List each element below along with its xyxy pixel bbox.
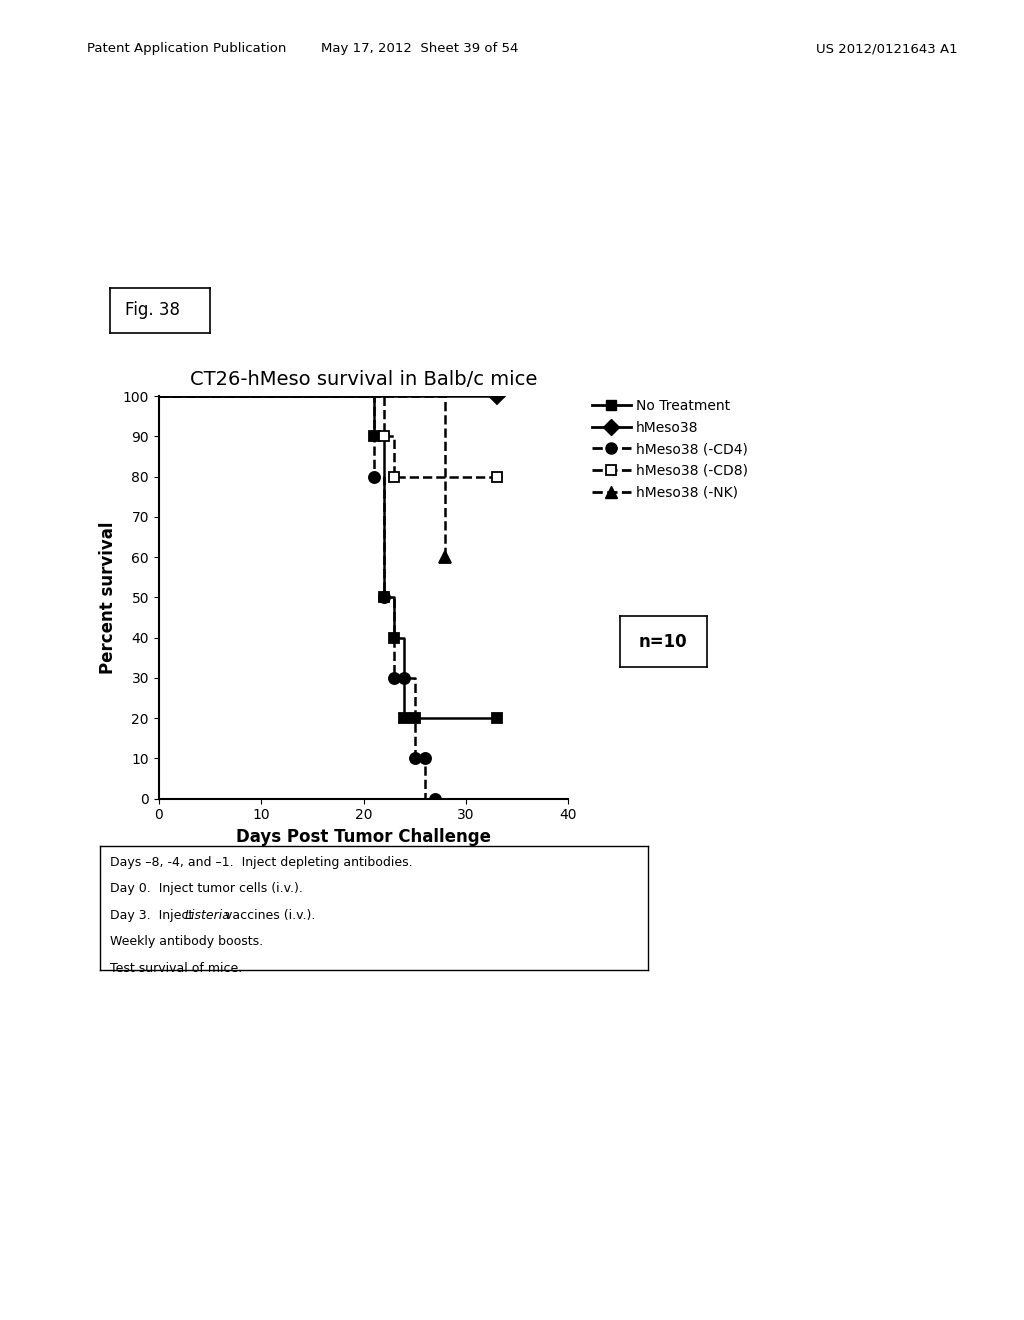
Y-axis label: Percent survival: Percent survival [99,521,117,673]
Text: Days –8, -4, and –1.  Inject depleting antibodies.: Days –8, -4, and –1. Inject depleting an… [111,857,413,869]
Text: Fig. 38: Fig. 38 [125,301,179,319]
Text: Patent Application Publication: Patent Application Publication [87,42,287,55]
Text: Weekly antibody boosts.: Weekly antibody boosts. [111,935,263,948]
Legend: No Treatment, hMeso38, hMeso38 (-CD4), hMeso38 (-CD8), hMeso38 (-NK): No Treatment, hMeso38, hMeso38 (-CD4), h… [592,399,749,499]
Text: US 2012/0121643 A1: US 2012/0121643 A1 [816,42,957,55]
Text: May 17, 2012  Sheet 39 of 54: May 17, 2012 Sheet 39 of 54 [322,42,518,55]
X-axis label: Days Post Tumor Challenge: Days Post Tumor Challenge [236,828,492,846]
Text: Day 3.  Inject: Day 3. Inject [111,908,198,921]
Text: n=10: n=10 [639,632,687,651]
Title: CT26-hMeso survival in Balb/c mice: CT26-hMeso survival in Balb/c mice [189,370,538,389]
Text: Day 0.  Inject tumor cells (i.v.).: Day 0. Inject tumor cells (i.v.). [111,882,303,895]
Text: Listeria: Listeria [184,908,230,921]
Text: Test survival of mice.: Test survival of mice. [111,961,243,974]
Text: vaccines (i.v.).: vaccines (i.v.). [220,908,315,921]
